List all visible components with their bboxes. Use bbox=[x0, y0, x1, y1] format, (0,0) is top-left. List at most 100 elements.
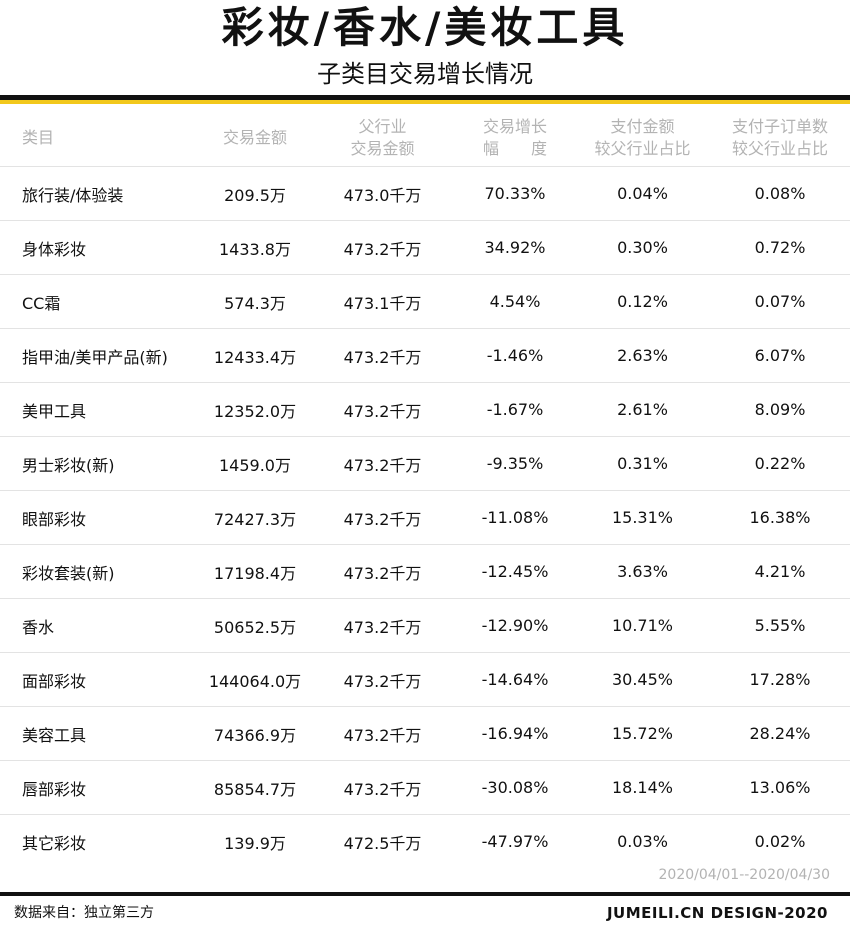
cell-growth-rate: -12.45% bbox=[455, 544, 575, 599]
cell-suborder-share: 17.28% bbox=[710, 652, 850, 707]
table-row: 旅行装/体验装 209.5万 473.0千万 70.33% 0.04% 0.08… bbox=[0, 166, 850, 221]
cell-category: 男士彩妆(新) bbox=[0, 436, 200, 491]
cell-category: CC霜 bbox=[0, 274, 200, 329]
table-row: 其它彩妆 139.9万 472.5千万 -47.97% 0.03% 0.02% bbox=[0, 815, 850, 869]
table-header-row: 类目 交易金额 父行业 交易金额 交易增长 幅 度 支付金额 较父行业占比 支付… bbox=[0, 110, 850, 167]
cell-parent-amount: 473.2千万 bbox=[310, 706, 455, 761]
header-transaction-amount: 交易金额 bbox=[200, 110, 310, 167]
cell-category: 美甲工具 bbox=[0, 382, 200, 437]
title-divider-black bbox=[0, 95, 850, 100]
cell-category: 眼部彩妆 bbox=[0, 490, 200, 545]
cell-growth-rate: -11.08% bbox=[455, 490, 575, 545]
cell-parent-amount: 473.2千万 bbox=[310, 598, 455, 653]
cell-growth-rate: -14.64% bbox=[455, 652, 575, 707]
cell-payment-share: 2.63% bbox=[575, 328, 710, 383]
cell-payment-share: 15.72% bbox=[575, 706, 710, 761]
cell-transaction-amount: 574.3万 bbox=[200, 274, 310, 329]
table-row: 彩妆套装(新) 17198.4万 473.2千万 -12.45% 3.63% 4… bbox=[0, 544, 850, 599]
cell-suborder-share: 5.55% bbox=[710, 598, 850, 653]
header-growth-rate: 交易增长 幅 度 bbox=[455, 110, 575, 167]
cell-transaction-amount: 1459.0万 bbox=[200, 436, 310, 491]
cell-transaction-amount: 12433.4万 bbox=[200, 328, 310, 383]
table-row: 指甲油/美甲产品(新) 12433.4万 473.2千万 -1.46% 2.63… bbox=[0, 328, 850, 383]
page-subtitle: 子类目交易增长情况 bbox=[317, 60, 533, 88]
header-parent-transaction-amount: 父行业 交易金额 bbox=[310, 110, 455, 167]
cell-parent-amount: 473.2千万 bbox=[310, 436, 455, 491]
table-row: 眼部彩妆 72427.3万 473.2千万 -11.08% 15.31% 16.… bbox=[0, 490, 850, 545]
cell-suborder-share: 0.02% bbox=[754, 832, 806, 851]
cell-suborder-share: 0.72% bbox=[710, 220, 850, 275]
cell-suborder-share: 8.09% bbox=[710, 382, 850, 437]
cell-transaction-amount: 85854.7万 bbox=[200, 760, 310, 815]
footer-divider bbox=[0, 892, 850, 896]
cell-suborder-share: 4.21% bbox=[710, 544, 850, 599]
brand-credit: JUMEILI.CN DESIGN-2020 bbox=[606, 904, 828, 922]
cell-category: 指甲油/美甲产品(新) bbox=[0, 328, 200, 383]
table-row: 男士彩妆(新) 1459.0万 473.2千万 -9.35% 0.31% 0.2… bbox=[0, 436, 850, 491]
cell-parent-amount: 473.2千万 bbox=[310, 490, 455, 545]
cell-transaction-amount: 72427.3万 bbox=[200, 490, 310, 545]
table-row: 香水 50652.5万 473.2千万 -12.90% 10.71% 5.55% bbox=[0, 598, 850, 653]
cell-growth-rate: 34.92% bbox=[455, 220, 575, 275]
cell-suborder-share: 16.38% bbox=[710, 490, 850, 545]
cell-payment-share: 0.12% bbox=[575, 274, 710, 329]
cell-parent-amount: 473.2千万 bbox=[310, 220, 455, 275]
table-row: 面部彩妆 144064.0万 473.2千万 -14.64% 30.45% 17… bbox=[0, 652, 850, 707]
date-range: 2020/04/01--2020/04/30 bbox=[658, 867, 831, 883]
table-row: CC霜 574.3万 473.1千万 4.54% 0.12% 0.07% bbox=[0, 274, 850, 329]
cell-transaction-amount: 17198.4万 bbox=[200, 544, 310, 599]
cell-payment-share: 15.31% bbox=[575, 490, 710, 545]
cell-payment-share: 0.31% bbox=[575, 436, 710, 491]
cell-payment-share: 2.61% bbox=[575, 382, 710, 437]
category-growth-table: 类目 交易金额 父行业 交易金额 交易增长 幅 度 支付金额 较父行业占比 支付… bbox=[0, 110, 850, 868]
cell-payment-share: 0.04% bbox=[575, 166, 710, 221]
cell-suborder-share: 0.08% bbox=[710, 166, 850, 221]
cell-suborder-share: 0.07% bbox=[710, 274, 850, 329]
cell-growth-rate: -47.97% bbox=[481, 832, 549, 851]
cell-payment-share: 10.71% bbox=[575, 598, 710, 653]
cell-category: 旅行装/体验装 bbox=[0, 166, 200, 221]
cell-parent-amount: 473.2千万 bbox=[310, 652, 455, 707]
cell-transaction-amount: 12352.0万 bbox=[200, 382, 310, 437]
cell-parent-amount: 473.2千万 bbox=[310, 328, 455, 383]
cell-transaction-amount: 1433.8万 bbox=[200, 220, 310, 275]
cell-suborder-share: 0.22% bbox=[710, 436, 850, 491]
cell-transaction-amount: 74366.9万 bbox=[200, 706, 310, 761]
cell-category: 香水 bbox=[0, 598, 200, 653]
cell-payment-share: 30.45% bbox=[575, 652, 710, 707]
cell-category: 其它彩妆 bbox=[22, 833, 87, 853]
cell-growth-rate: 4.54% bbox=[455, 274, 575, 329]
cell-growth-rate: -12.90% bbox=[455, 598, 575, 653]
cell-parent-amount: 473.2千万 bbox=[310, 760, 455, 815]
cell-category: 彩妆套装(新) bbox=[0, 544, 200, 599]
cell-transaction-amount: 209.5万 bbox=[200, 166, 310, 221]
cell-growth-rate: -16.94% bbox=[455, 706, 575, 761]
cell-growth-rate: 70.33% bbox=[455, 166, 575, 221]
cell-suborder-share: 28.24% bbox=[710, 706, 850, 761]
title-divider-gold bbox=[0, 100, 850, 104]
table-row: 美甲工具 12352.0万 473.2千万 -1.67% 2.61% 8.09% bbox=[0, 382, 850, 437]
header-payment-share: 支付金额 较父行业占比 bbox=[575, 110, 710, 167]
cell-parent-amount: 473.0千万 bbox=[310, 166, 455, 221]
cell-growth-rate: -30.08% bbox=[455, 760, 575, 815]
header-suborder-share: 支付子订单数 较父行业占比 bbox=[710, 110, 850, 167]
table-row: 美容工具 74366.9万 473.2千万 -16.94% 15.72% 28.… bbox=[0, 706, 850, 761]
cell-payment-share: 0.03% bbox=[617, 832, 668, 851]
cell-category: 唇部彩妆 bbox=[0, 760, 200, 815]
cell-parent-amount: 473.2千万 bbox=[310, 544, 455, 599]
cell-category: 面部彩妆 bbox=[0, 652, 200, 707]
cell-payment-share: 18.14% bbox=[575, 760, 710, 815]
cell-growth-rate: -1.67% bbox=[455, 382, 575, 437]
cell-parent-amount: 473.2千万 bbox=[310, 382, 455, 437]
cell-payment-share: 0.30% bbox=[575, 220, 710, 275]
cell-category: 身体彩妆 bbox=[0, 220, 200, 275]
cell-transaction-amount: 50652.5万 bbox=[200, 598, 310, 653]
cell-transaction-amount: 144064.0万 bbox=[200, 652, 310, 707]
cell-parent-amount: 472.5千万 bbox=[343, 833, 422, 853]
header-category: 类目 bbox=[0, 110, 200, 167]
cell-suborder-share: 6.07% bbox=[710, 328, 850, 383]
table-row: 身体彩妆 1433.8万 473.2千万 34.92% 0.30% 0.72% bbox=[0, 220, 850, 275]
cell-category: 美容工具 bbox=[0, 706, 200, 761]
data-source-note: 数据来自：独立第三方 bbox=[14, 905, 154, 921]
page-title: 彩妆/香水/美妆工具 bbox=[221, 3, 629, 52]
